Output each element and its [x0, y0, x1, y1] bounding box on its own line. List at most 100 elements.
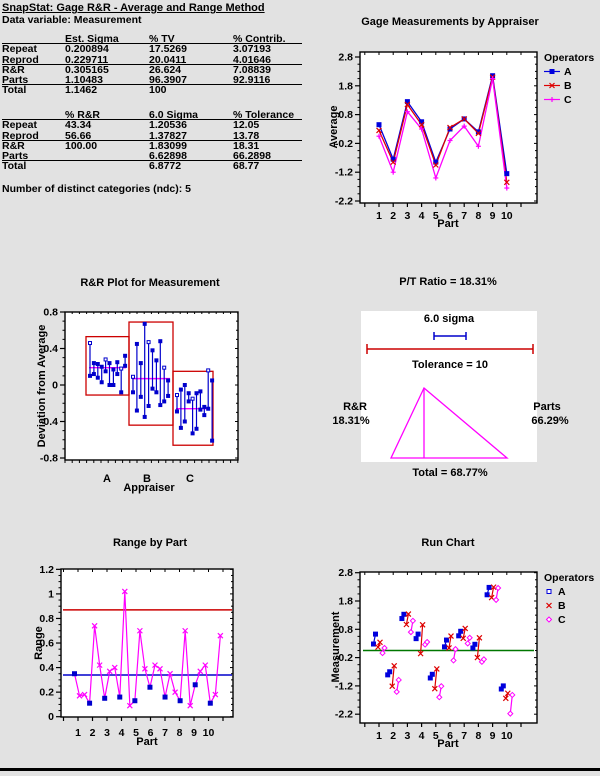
table-header-cell: Est. Sigma	[65, 33, 119, 45]
table-header-row: % R&R 6.0 Sigma % Tolerance	[2, 110, 302, 120]
svg-text:9: 9	[490, 730, 496, 742]
svg-text:0.4: 0.4	[43, 343, 58, 355]
table-cell: 0.200894	[65, 43, 109, 56]
svg-text:Part: Part	[136, 736, 158, 748]
svg-text:-0.4: -0.4	[40, 416, 58, 428]
svg-text:C: C	[186, 473, 194, 485]
table-row: Total 1.1462 100	[2, 84, 302, 97]
svg-text:1: 1	[376, 210, 382, 222]
svg-text:2: 2	[390, 730, 396, 742]
table-cell: 0.229711	[65, 53, 109, 66]
svg-text:-0.8: -0.8	[40, 453, 58, 465]
table-row: Reprod 0.229711 20.0411 4.01646	[2, 53, 302, 66]
svg-text:Tolerance = 10: Tolerance = 10	[412, 359, 488, 371]
svg-text:Deviation from Average: Deviation from Average	[36, 325, 48, 448]
svg-text:Appraiser: Appraiser	[123, 482, 175, 494]
table-cell: 20.0411	[149, 53, 187, 66]
run-chart: 2.8 1.8 0.8 -0.2 -1.2 -2.2 1 2 3 4 5 6 7 8 9 10 Part Run …	[330, 537, 594, 750]
svg-text:0.8: 0.8	[39, 613, 54, 625]
svg-text:0: 0	[52, 380, 58, 392]
table-cell: 1.1462	[65, 84, 98, 97]
svg-text:7: 7	[162, 727, 168, 739]
svg-text:0.8: 0.8	[43, 307, 58, 319]
pt-ratio-diagram: P/T Ratio = 18.31% 6.0 sigma Tolerance = 1…	[332, 276, 569, 479]
table-cell: 6.62898	[149, 150, 187, 163]
table-cell: 17.5269	[149, 43, 187, 56]
table-row: Repeat 43.34 1.20536 12.05	[2, 119, 302, 132]
svg-text:Measurement: Measurement	[330, 611, 342, 682]
svg-text:0.8: 0.8	[338, 109, 353, 121]
table-cell: 18.31	[233, 139, 260, 152]
svg-text:6: 6	[447, 210, 453, 222]
table-cell: 100	[149, 84, 167, 97]
table-header-cell: 6.0 Sigma	[149, 109, 199, 121]
table-cell: R&R	[2, 63, 25, 76]
table-cell: 6.8772	[149, 160, 182, 173]
table-cell: Reprod	[2, 53, 39, 66]
svg-text:0.6: 0.6	[39, 638, 54, 650]
svg-text:Operators: Operators	[544, 52, 594, 64]
report-title: SnapStat: Gage R&R - Average and Range M…	[2, 2, 265, 14]
svg-text:1: 1	[376, 730, 382, 742]
svg-text:9: 9	[490, 210, 496, 222]
table-cell: 12.05	[233, 119, 260, 132]
variance-components-table: Est. Sigma % TV % Contrib. Repeat 0.200894 17…	[2, 34, 302, 96]
svg-text:6: 6	[148, 727, 154, 739]
rr-plot-chart: 0.8 0.4 0 -0.4 -0.8 A B C Appraiser R&R Plot for …	[36, 277, 239, 494]
svg-text:A: A	[558, 586, 566, 598]
table-cell: R&R	[2, 139, 25, 152]
svg-text:Range: Range	[33, 626, 45, 660]
table-cell: 66.2898	[233, 150, 271, 163]
table-cell: Reprod	[2, 129, 39, 142]
table-cell: Parts	[2, 74, 29, 87]
table-header-cell: % TV	[149, 33, 175, 45]
table-header-cell: % Contrib.	[233, 33, 286, 45]
svg-text:3: 3	[104, 727, 110, 739]
svg-text:3: 3	[404, 730, 410, 742]
svg-text:R&R Plot for Measurement: R&R Plot for Measurement	[80, 277, 220, 289]
table-header-cell: % Tolerance	[233, 109, 295, 121]
table-cell: 68.77	[233, 160, 260, 173]
ndc-note: Number of distinct categories (ndc): 5	[2, 183, 192, 195]
table-cell: 100.00	[65, 139, 98, 152]
svg-text:C: C	[558, 614, 566, 626]
svg-text:1: 1	[48, 588, 54, 600]
svg-text:10: 10	[203, 727, 215, 739]
svg-text:Run Chart: Run Chart	[421, 537, 475, 549]
svg-text:18.31%: 18.31%	[332, 415, 370, 427]
svg-text:5: 5	[433, 210, 439, 222]
table-header-cell: % R&R	[65, 109, 101, 121]
table-header-row: Est. Sigma % TV % Contrib.	[2, 34, 302, 44]
table-cell: Total	[2, 84, 27, 97]
bottom-divider	[0, 768, 600, 771]
svg-text:C: C	[564, 94, 572, 106]
svg-text:9: 9	[191, 727, 197, 739]
table-cell: 7.08839	[233, 63, 271, 76]
table-cell: Repeat	[2, 119, 38, 132]
svg-text:4: 4	[119, 727, 125, 739]
table-cell	[65, 161, 149, 171]
table-cell: 1.83099	[149, 139, 187, 152]
svg-text:-1.2: -1.2	[335, 680, 353, 692]
svg-text:6.0 sigma: 6.0 sigma	[424, 313, 475, 325]
table-cell: 56.66	[65, 129, 92, 142]
table-cell: Repeat	[2, 43, 38, 56]
svg-text:66.29%: 66.29%	[531, 415, 569, 427]
table-cell: 1.37827	[149, 129, 187, 142]
svg-text:0.4: 0.4	[39, 662, 54, 674]
svg-text:2: 2	[90, 727, 96, 739]
table-row: Repeat 0.200894 17.5269 3.07193	[2, 43, 302, 56]
svg-text:7: 7	[461, 210, 467, 222]
svg-text:R&R: R&R	[343, 401, 367, 413]
svg-text:1.2: 1.2	[39, 564, 54, 576]
table-row: Parts 1.10483 96.3907 92.9116	[2, 74, 302, 87]
table-cell: 4.01646	[233, 53, 271, 66]
svg-text:7: 7	[461, 730, 467, 742]
svg-text:1: 1	[75, 727, 81, 739]
svg-text:2.8: 2.8	[338, 52, 353, 64]
table-cell: 43.34	[65, 119, 92, 132]
table-cell	[233, 85, 302, 95]
tolerance-analysis-table: % R&R 6.0 Sigma % Tolerance Repeat 43.34 1.20…	[2, 110, 302, 172]
svg-text:-0.2: -0.2	[335, 652, 353, 664]
